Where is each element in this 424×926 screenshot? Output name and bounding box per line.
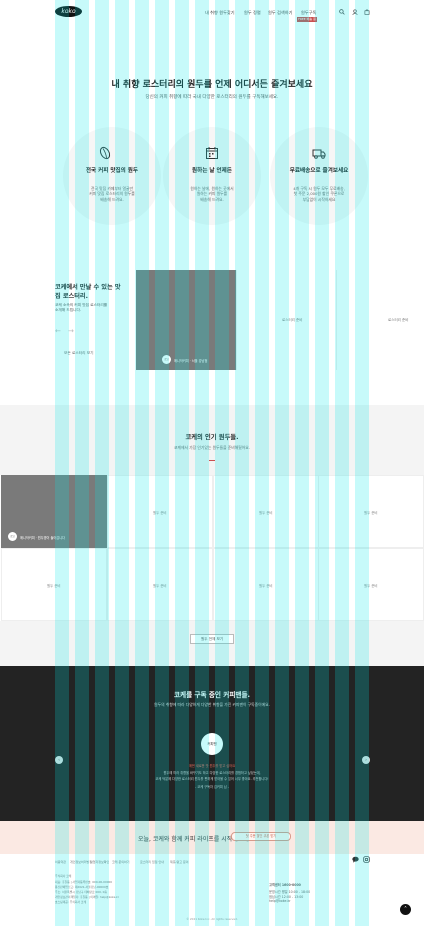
bean-card-caption: 원두 준비 [153, 584, 167, 588]
feature-card-beans [63, 127, 161, 225]
bean-card-caption: 원두 준비 [47, 584, 61, 588]
bean-card-caption: 원두 준비 [259, 584, 273, 588]
next-arrow-icon[interactable]: → [68, 327, 74, 335]
company-info: 통신판매업신고: 제2021-서울강남-00000호 [55, 885, 109, 889]
popular-subtitle: 코케에서 가장 인기있는 원두들을 준비해뒀어요. [174, 445, 250, 450]
instagram-icon[interactable] [363, 856, 370, 863]
bean-card-caption: 원두 준비 [153, 511, 167, 515]
nav-find-beans[interactable]: 내 취향 원두찾기 [205, 10, 235, 15]
footer-link[interactable]: 코케 문의하기 [112, 860, 130, 864]
footer-link[interactable]: 이용약관 [55, 860, 67, 864]
prev-arrow-icon[interactable]: ← [55, 327, 61, 335]
divider [209, 460, 215, 461]
site-footer [0, 854, 424, 926]
feature-desc: 4개 구독 시 원두 모두 무료배송, 첫 주문 2,000원 할인 쿠폰으로 부담… [293, 186, 345, 202]
company-info: 주소: 서울특별시 강남구 테헤란로 000, 0층 [55, 890, 107, 894]
footer-link[interactable]: 로스터리 입점 안내 [140, 860, 164, 864]
feature-desc: 전국 맛집 카페부터 얼굴만 커피 맛집 로스터리의 원두를 배송해 드려요. [89, 186, 135, 202]
company-info: 대표: 홍길동 | 사업자등록번호: 000-00-00000 [55, 880, 113, 884]
cta-banner [0, 821, 424, 854]
cs-title: 고객센터 1600-0000 [269, 883, 301, 887]
scroll-top-button[interactable]: ˄ [400, 904, 411, 915]
subscriber-avatar: 커피맨 [201, 733, 223, 755]
footer-link[interactable]: 사업자정보확인 [90, 860, 110, 864]
chat-icon[interactable] [352, 856, 359, 863]
copyright: © 2021 Koke Inc. All rights reserved. [186, 917, 238, 921]
coupon-button[interactable]: 첫 주문 할인 쿠폰 받기 [231, 832, 291, 841]
feature-title: 전국 커피 맛집의 원두 [85, 168, 139, 174]
bean-card[interactable] [318, 548, 424, 621]
company-info: 개인정보관리책임자: 홍길동 | 이메일: help@koke.kr [55, 895, 119, 899]
review-line: 원두에 따라 취향을 바꾸기도 하고 다양한 로스터리를 경험하고 싶었는데, [163, 771, 261, 775]
nav-search-beans[interactable]: 원두 검색하기 [268, 10, 293, 15]
search-icon[interactable] [339, 9, 345, 15]
bean-logo-badge: 로고 [8, 532, 17, 541]
popular-title: 코케의 인기 원두들. [185, 434, 239, 441]
roastery-desc: 코케 소속의 커피 맛집 로스터리를 소개해 드립니다. [55, 303, 108, 313]
subscribers-title: 코케를 구독 중인 커피맨들. [173, 691, 251, 699]
company-info: 호스팅제공: 주식회사 코케 [55, 900, 87, 904]
bean-card[interactable] [107, 548, 213, 621]
bean-card[interactable] [318, 475, 424, 548]
coffee-bean-icon [99, 146, 111, 160]
user-icon[interactable] [352, 9, 358, 15]
all-roasteries-link[interactable]: 모든 로스터리 보기 [64, 351, 94, 355]
site-header: koko 내 취향 원두찾기 원두 정렬 원두 검색하기 원두구독 FREE 배… [0, 0, 424, 26]
company-name: 주식회사 코케 [55, 874, 72, 878]
bean-card[interactable] [107, 475, 213, 548]
feature-card-free-shipping [270, 127, 368, 225]
bean-card[interactable] [1, 475, 107, 548]
popular-section [0, 405, 424, 475]
subscribers-desc: 원두의 취향에 따라 다양하게 다양한 취향을 가진 커피맨이 구독중이에요. [154, 702, 270, 707]
calendar-icon [206, 147, 218, 159]
nav-subscribe[interactable]: 원두구독 [301, 10, 317, 15]
roastery-card[interactable] [136, 270, 236, 370]
feature-title: 원하는 날 언제든 [192, 168, 232, 174]
roastery-title: 코케에서 만날 수 있는 맛집 로스터리. [55, 284, 121, 300]
cs-line: 운영시간 평일 10:00 - 18:00 [269, 890, 311, 894]
bean-card[interactable] [213, 475, 319, 548]
hero-title: 내 취향 로스터리의 원두를 언제 어디서든 즐겨보세요 [111, 80, 313, 90]
review-headline: 매번 새로운 맛 원두를 받고 싶어요 [188, 764, 236, 768]
footer-link[interactable]: 개인정보처리방침 [70, 860, 93, 864]
prev-review-icon[interactable]: ‹ [55, 756, 63, 764]
cart-icon[interactable] [364, 9, 370, 15]
roastery-card-caption: 로스터리 준비 [282, 318, 303, 322]
cs-line: help@koke.kr [269, 899, 291, 903]
cta-text: 오늘, 코케와 함께 커피 라이프를 시작해보세요. [138, 836, 257, 843]
footer-link[interactable]: 제휴/광고 문의 [170, 860, 189, 864]
bean-card-label: 매니악커피 · 원두명이 들어갑니다 [20, 536, 66, 540]
truck-icon [312, 149, 326, 159]
bean-card-caption: 원두 준비 [259, 511, 273, 515]
logo[interactable]: koko [55, 6, 82, 17]
roastery-card[interactable] [236, 270, 336, 370]
roastery-card-label: 매니악커피 · 서울 강남점 [174, 359, 208, 363]
review-author: - 코케 구독자 김커피 님 - [195, 785, 229, 789]
bean-card-caption: 원두 준비 [364, 584, 378, 588]
cs-line: 점심시간 12:00 - 13:00 [269, 895, 304, 899]
next-review-icon[interactable]: › [362, 756, 370, 764]
roastery-card[interactable] [336, 270, 424, 370]
nav-sort-beans[interactable]: 원두 정렬 [244, 10, 261, 15]
feature-title: 무료배송으로 즐겨보세요 [289, 168, 349, 174]
subscribe-badge: FREE 배송 원두 [297, 17, 317, 26]
feature-desc: 원하는 날에, 원하는 곳에서 원하는 커피 원두를 배송해 드려요. [190, 186, 234, 202]
roastery-logo-badge: 로고 [162, 355, 171, 364]
bean-card[interactable] [213, 548, 319, 621]
hero-subtitle: 당신의 커피 취향에 따라 국내 다양한 로스터리의 원두를 구독해보세요. [145, 95, 279, 100]
bean-card-caption: 원두 준비 [364, 511, 378, 515]
bean-card[interactable] [1, 548, 107, 621]
feature-card-anytime [163, 127, 261, 225]
all-beans-button[interactable]: 원두 전체 보기 [190, 634, 234, 644]
review-line: 코케 덕분에 다양한 로스터리 원두를 편하게 받아볼 수 있어 너무 좋아요.… [155, 777, 269, 781]
roastery-card-caption: 로스터리 준비 [388, 318, 409, 322]
